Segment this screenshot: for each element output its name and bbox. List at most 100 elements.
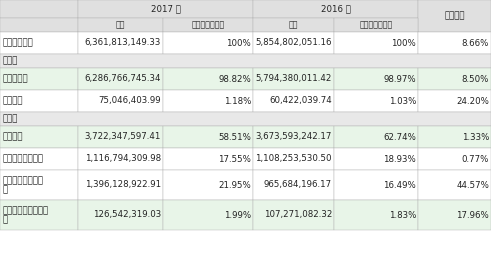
Text: 流体、齿科及其他产: 流体、齿科及其他产 [3, 206, 49, 215]
Bar [334, 68, 418, 90]
Text: 同比增减: 同比增减 [444, 11, 465, 21]
Bar [418, 32, 491, 54]
Text: 44.57%: 44.57% [456, 181, 489, 189]
Bar [418, 90, 491, 112]
Text: 营业收入合计: 营业收入合计 [3, 39, 34, 48]
Text: 1,116,794,309.98: 1,116,794,309.98 [85, 155, 161, 163]
Bar [0, 112, 491, 126]
Text: 3,673,593,242.17: 3,673,593,242.17 [256, 133, 332, 141]
Bar [334, 18, 418, 32]
Bar [334, 126, 418, 148]
Text: 100%: 100% [226, 39, 251, 48]
Text: 126,542,319.03: 126,542,319.03 [93, 211, 161, 220]
Bar [78, 32, 163, 54]
Text: 8.66%: 8.66% [462, 39, 489, 48]
Text: 分产品: 分产品 [3, 115, 18, 123]
Text: 1,396,128,922.91: 1,396,128,922.91 [85, 181, 161, 189]
Text: 17.96%: 17.96% [456, 211, 489, 220]
Text: 17.55%: 17.55% [218, 155, 251, 163]
Bar [163, 18, 253, 32]
Bar [78, 170, 163, 200]
Text: 62.74%: 62.74% [383, 133, 416, 141]
Text: 1.33%: 1.33% [462, 133, 489, 141]
Text: 1,108,253,530.50: 1,108,253,530.50 [255, 155, 332, 163]
Bar [418, 68, 491, 90]
Bar [78, 200, 163, 230]
Bar [78, 18, 163, 32]
Text: 60,422,039.74: 60,422,039.74 [269, 97, 332, 105]
Text: 98.97%: 98.97% [383, 74, 416, 84]
Bar [253, 148, 334, 170]
Text: 1.83%: 1.83% [388, 211, 416, 220]
Bar [253, 200, 334, 230]
Bar [163, 32, 253, 54]
Text: 其他行业: 其他行业 [3, 97, 24, 105]
Text: 21.95%: 21.95% [218, 181, 251, 189]
Text: 0.77%: 0.77% [462, 155, 489, 163]
Text: 18.93%: 18.93% [383, 155, 416, 163]
Text: 占营业收入比重: 占营业收入比重 [191, 21, 224, 29]
Bar [253, 170, 334, 200]
Text: 100%: 100% [391, 39, 416, 48]
Bar [78, 148, 163, 170]
Text: 线缆组件及集成产: 线缆组件及集成产 [3, 176, 44, 185]
Bar [418, 0, 491, 32]
Text: 2017 年: 2017 年 [151, 4, 180, 14]
Bar [418, 148, 491, 170]
Text: 98.82%: 98.82% [218, 74, 251, 84]
Bar [163, 90, 253, 112]
Bar [78, 0, 253, 18]
Bar [253, 18, 334, 32]
Bar [78, 126, 163, 148]
Bar [163, 68, 253, 90]
Bar [163, 148, 253, 170]
Text: 5,794,380,011.42: 5,794,380,011.42 [256, 74, 332, 84]
Text: 品: 品 [3, 215, 8, 224]
Bar [0, 54, 491, 68]
Text: 75,046,403.99: 75,046,403.99 [98, 97, 161, 105]
Bar [0, 170, 78, 200]
Bar [334, 170, 418, 200]
Bar [0, 126, 78, 148]
Text: 8.50%: 8.50% [462, 74, 489, 84]
Text: 5,854,802,051.16: 5,854,802,051.16 [255, 39, 332, 48]
Text: 1.18%: 1.18% [223, 97, 251, 105]
Text: 3,722,347,597.41: 3,722,347,597.41 [84, 133, 161, 141]
Bar [418, 200, 491, 230]
Text: 1.03%: 1.03% [388, 97, 416, 105]
Bar [418, 170, 491, 200]
Text: 金额: 金额 [289, 21, 298, 29]
Text: 金额: 金额 [116, 21, 125, 29]
Text: 58.51%: 58.51% [218, 133, 251, 141]
Text: 分行业: 分行业 [3, 56, 18, 66]
Bar [0, 18, 78, 32]
Bar [334, 32, 418, 54]
Text: 2016 年: 2016 年 [321, 4, 351, 14]
Bar [0, 148, 78, 170]
Bar [163, 170, 253, 200]
Bar [253, 90, 334, 112]
Text: 电连接器: 电连接器 [3, 133, 24, 141]
Bar [334, 200, 418, 230]
Text: 16.49%: 16.49% [383, 181, 416, 189]
Bar [163, 126, 253, 148]
Text: 光器件及光电设备: 光器件及光电设备 [3, 155, 44, 163]
Bar [78, 90, 163, 112]
Bar [78, 68, 163, 90]
Bar [0, 200, 78, 230]
Bar [253, 68, 334, 90]
Bar [418, 126, 491, 148]
Bar [334, 148, 418, 170]
Bar [253, 0, 418, 18]
Text: 1.99%: 1.99% [224, 211, 251, 220]
Bar [253, 32, 334, 54]
Text: 107,271,082.32: 107,271,082.32 [264, 211, 332, 220]
Bar [0, 32, 78, 54]
Bar [0, 0, 78, 18]
Text: 品: 品 [3, 185, 8, 194]
Text: 6,361,813,149.33: 6,361,813,149.33 [84, 39, 161, 48]
Text: 965,684,196.17: 965,684,196.17 [264, 181, 332, 189]
Text: 连接器行业: 连接器行业 [3, 74, 28, 84]
Bar [163, 200, 253, 230]
Text: 占营业收入比重: 占营业收入比重 [359, 21, 393, 29]
